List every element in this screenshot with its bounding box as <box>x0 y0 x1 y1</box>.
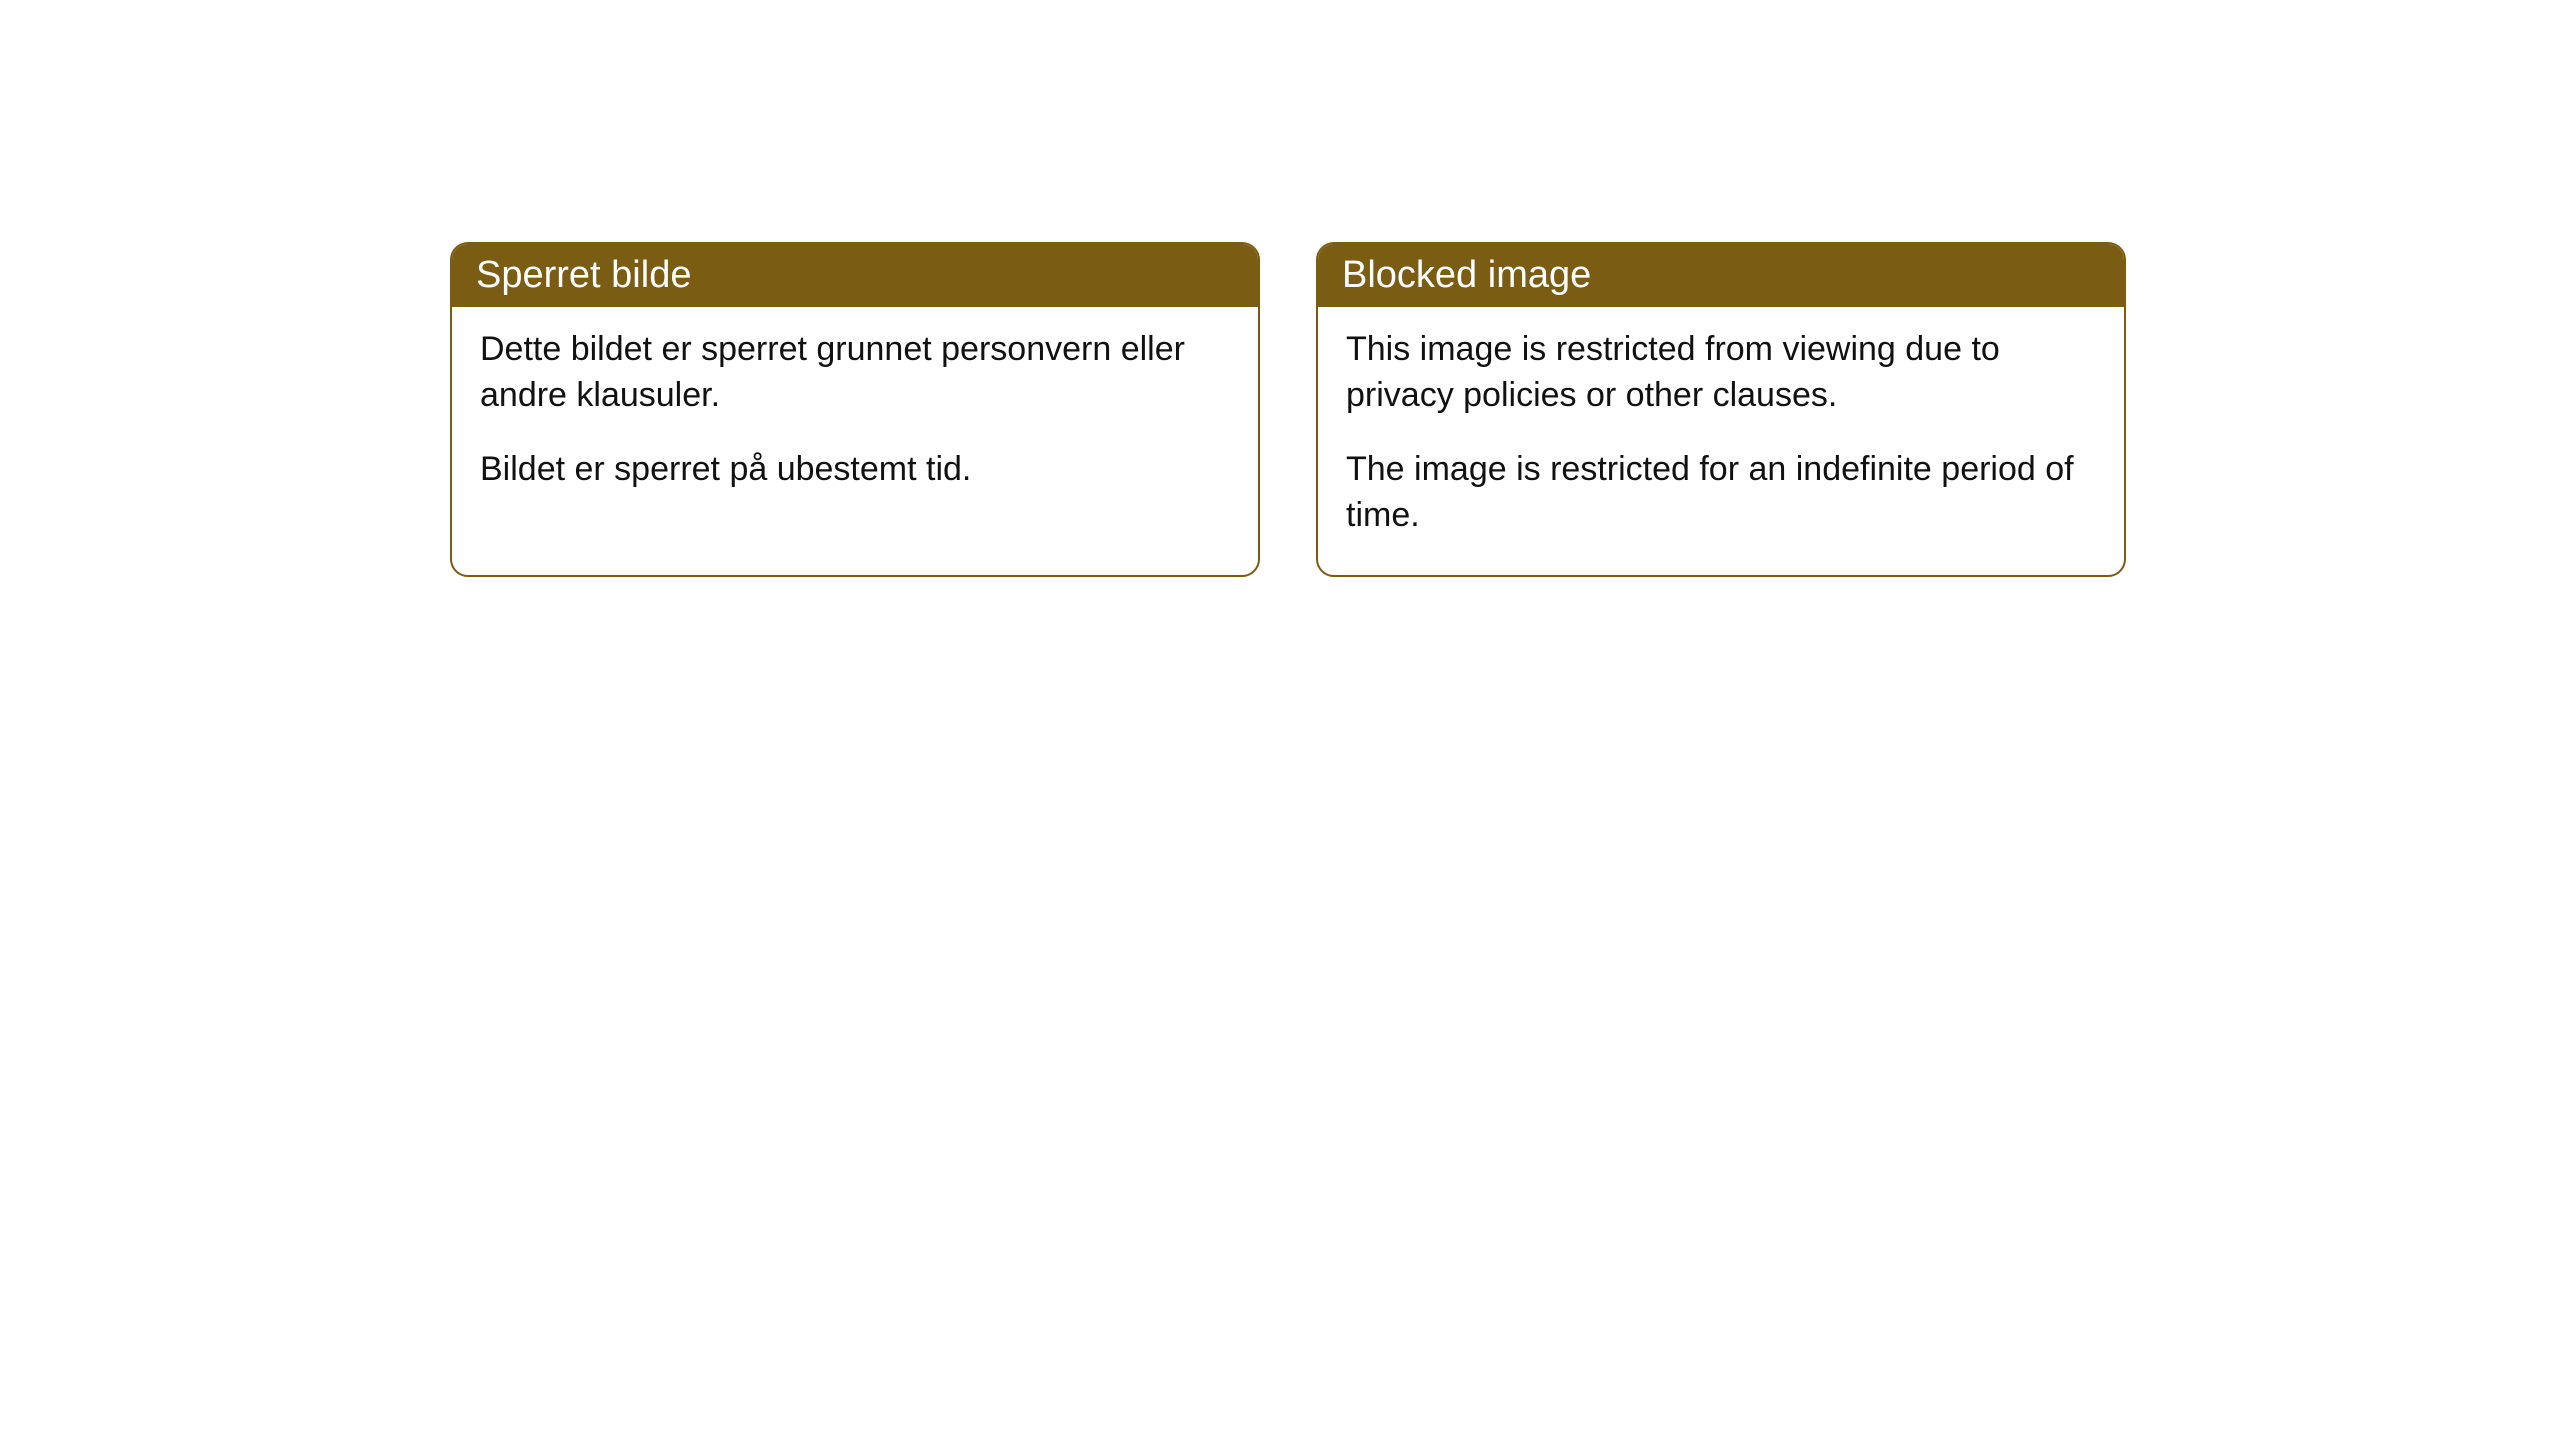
card-paragraph: Bildet er sperret på ubestemt tid. <box>480 447 1230 493</box>
card-paragraph: Dette bildet er sperret grunnet personve… <box>480 327 1230 419</box>
card-body: Dette bildet er sperret grunnet personve… <box>452 307 1258 529</box>
notice-cards-container: Sperret bilde Dette bildet er sperret gr… <box>0 0 2560 577</box>
card-paragraph: The image is restricted for an indefinit… <box>1346 447 2096 539</box>
notice-card-english: Blocked image This image is restricted f… <box>1316 242 2126 577</box>
card-body: This image is restricted from viewing du… <box>1318 307 2124 575</box>
card-title: Blocked image <box>1318 244 2124 307</box>
notice-card-norwegian: Sperret bilde Dette bildet er sperret gr… <box>450 242 1260 577</box>
card-title: Sperret bilde <box>452 244 1258 307</box>
card-paragraph: This image is restricted from viewing du… <box>1346 327 2096 419</box>
